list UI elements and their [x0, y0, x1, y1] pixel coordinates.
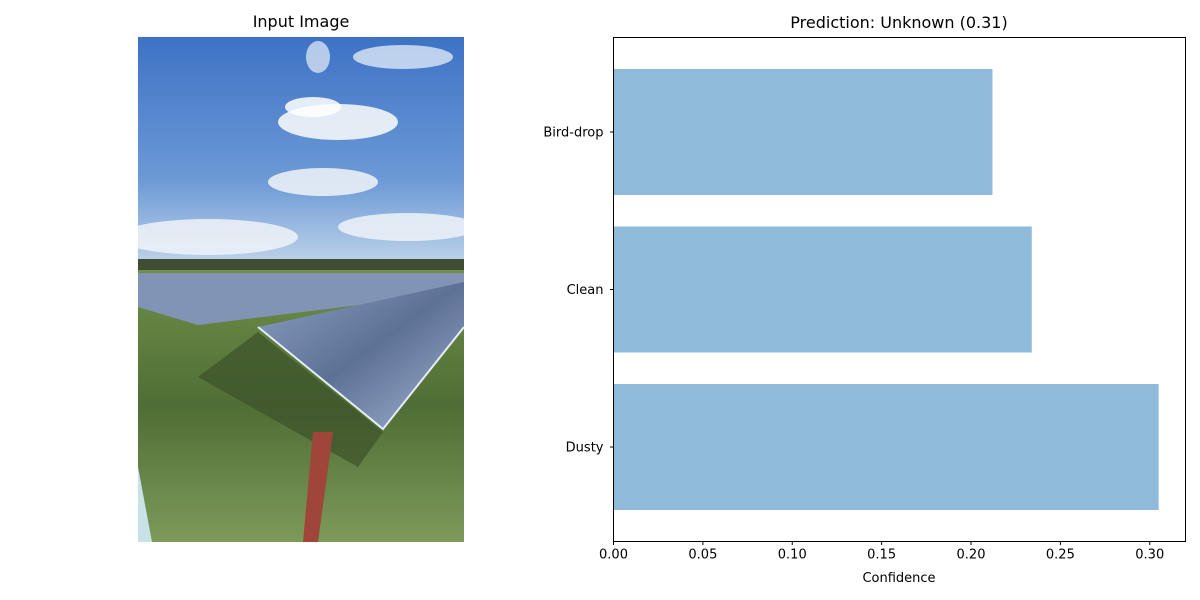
x-tick-label: 0.05 — [688, 548, 717, 563]
y-tick-label: Bird-drop — [543, 126, 603, 141]
y-tick-label: Clean — [567, 283, 604, 298]
input-image — [138, 37, 464, 542]
bar-bird-drop — [613, 69, 993, 195]
x-tick-label: 0.25 — [1046, 548, 1075, 563]
x-tick-label: 0.00 — [599, 548, 628, 563]
x-axis-label: Confidence — [862, 571, 935, 586]
input-image-title: Input Image — [252, 12, 350, 31]
bar-clean — [613, 226, 1032, 353]
y-tick-label: Dusty — [566, 441, 604, 456]
x-tick-label: 0.30 — [1135, 548, 1164, 563]
x-tick-label: 0.10 — [778, 548, 807, 563]
x-tick-label: 0.15 — [867, 548, 896, 563]
x-tick-label: 0.20 — [957, 548, 986, 563]
chart-title: Prediction: Unknown (0.31) — [790, 13, 1007, 32]
bar-dusty — [613, 384, 1159, 510]
